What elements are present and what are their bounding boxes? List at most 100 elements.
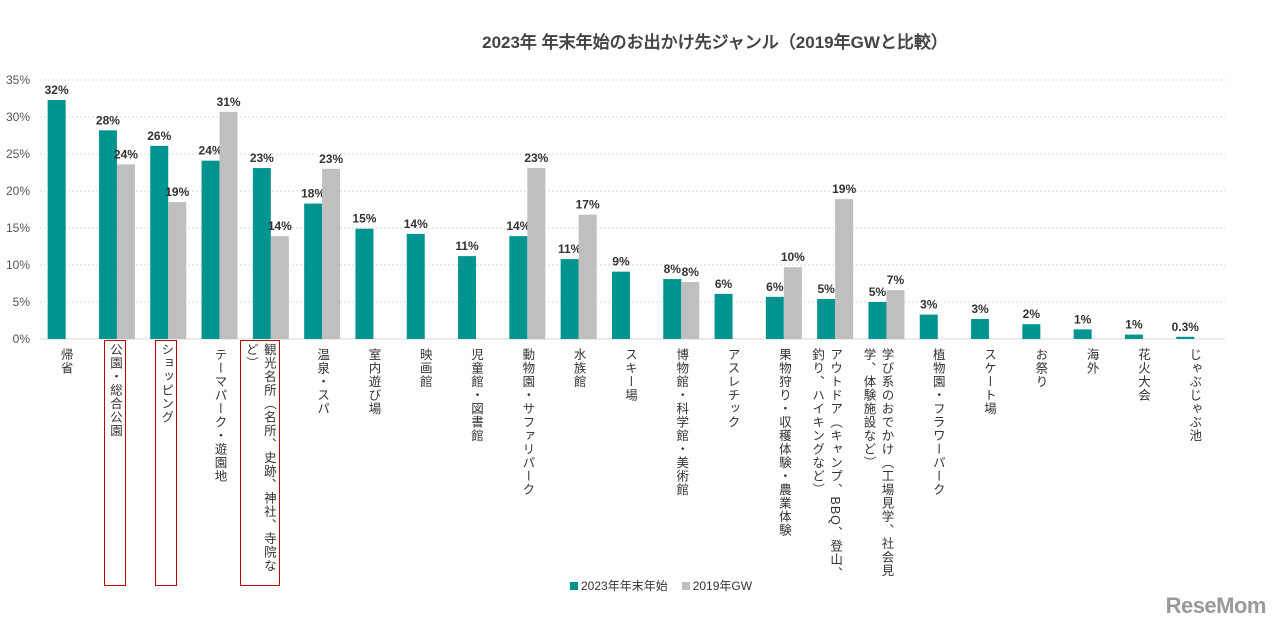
bar (1176, 336, 1195, 339)
data-label: 26% (147, 129, 171, 143)
data-label: 1% (1074, 312, 1092, 326)
data-label: 32% (45, 83, 69, 97)
bar (98, 130, 117, 339)
data-label: 3% (920, 298, 938, 312)
y-tick-label: 5% (13, 295, 31, 309)
category-label: 博物館・科学館・美術館 (674, 348, 689, 497)
data-label: 28% (96, 113, 120, 127)
data-label: 17% (576, 198, 600, 212)
data-label: 24% (199, 144, 223, 158)
category-label: アウトドア（キャンプ、BBQ、登山、釣り、ハイキングなど） (810, 348, 843, 580)
category-label: 海外 (1084, 348, 1099, 375)
bar (1073, 329, 1092, 339)
category-label: テーマパーク・遊園地 (212, 348, 227, 483)
category-label: 帰省 (58, 348, 73, 375)
legend-swatch (681, 582, 690, 590)
y-tick-label: 0% (13, 332, 31, 346)
bar (835, 199, 854, 339)
y-tick-label: 10% (6, 258, 30, 272)
bar (219, 111, 238, 339)
data-label: 14% (506, 219, 530, 233)
category-label: 公園・総合公園 (103, 340, 126, 586)
bar (714, 293, 733, 339)
category-label: ショッピング (155, 340, 178, 586)
data-label: 23% (250, 151, 274, 165)
bar (201, 160, 220, 339)
resemom-logo: ReseMom (1165, 593, 1267, 618)
y-tick-label: 30% (6, 110, 30, 124)
data-label: 3% (971, 302, 989, 316)
bar (116, 164, 135, 339)
bar (765, 296, 784, 339)
bar (458, 256, 477, 339)
bar (971, 319, 990, 339)
bar (304, 203, 323, 339)
legend-swatch (570, 582, 578, 590)
category-label: 映画館 (417, 348, 432, 389)
bar (47, 99, 66, 339)
category-label: 植物園・フラワーパーク (930, 348, 945, 497)
data-label: 14% (268, 219, 292, 233)
y-tick-label: 15% (6, 221, 30, 235)
category-label: 花火大会 (1135, 348, 1150, 402)
legend-label: 2019年GW (692, 579, 753, 593)
category-label: スキー場 (622, 348, 637, 402)
bar (355, 228, 374, 339)
legend: 2023年年末年始 2019年GW (570, 577, 752, 594)
bar (681, 282, 700, 339)
data-label: 24% (114, 147, 138, 161)
category-label: 児童館・図書館 (469, 348, 484, 443)
legend-item-2023: 2023年年末年始 (570, 577, 668, 594)
data-label: 5% (817, 282, 835, 296)
category-label: じゃぶじゃぶ池 (1187, 348, 1202, 443)
data-label: 8% (682, 265, 700, 279)
category-label: 学び系のおでかけ（工場見学、社会見学、体験施設など） (861, 348, 894, 578)
data-label: 6% (715, 277, 733, 291)
bar (919, 314, 938, 339)
category-label: アスレチック (725, 348, 740, 429)
data-label: 5% (869, 285, 887, 299)
legend-label: 2023年年末年始 (581, 579, 668, 593)
category-label: スケート場 (982, 348, 997, 416)
data-label: 19% (832, 182, 856, 196)
data-label: 0.3% (1172, 320, 1200, 334)
data-label: 18% (301, 187, 325, 201)
data-label: 6% (766, 280, 784, 294)
bar (611, 271, 630, 339)
data-label: 11% (558, 242, 582, 256)
data-label: 7% (887, 273, 905, 287)
bar (322, 168, 341, 339)
bar (886, 290, 905, 339)
data-label: 1% (1125, 318, 1143, 332)
category-label: 果物狩り・収穫体験・農業体験 (776, 348, 791, 537)
bar (817, 299, 836, 339)
data-label: 23% (524, 151, 548, 165)
data-label: 10% (781, 250, 805, 264)
bar (150, 145, 169, 339)
y-tick-label: 35% (6, 73, 30, 87)
data-label: 31% (217, 95, 241, 109)
data-label: 8% (664, 262, 682, 276)
data-label: 9% (612, 255, 630, 269)
bar (252, 168, 271, 339)
category-label: 水族館 (571, 348, 586, 389)
bar (406, 233, 425, 339)
data-label: 19% (165, 185, 189, 199)
bar (1124, 334, 1143, 339)
bar (560, 259, 579, 339)
bar (270, 236, 289, 339)
legend-item-2019: 2019年GW (681, 577, 753, 594)
bar (578, 214, 597, 339)
bar (1022, 324, 1041, 339)
data-label: 23% (319, 152, 343, 166)
category-label: 観光名所（名所、史跡、神社、寺院など） (239, 340, 280, 586)
y-tick-label: 20% (6, 184, 30, 198)
data-label: 11% (455, 239, 479, 253)
bar (509, 236, 528, 339)
y-tick-label: 25% (6, 147, 30, 161)
data-label: 15% (352, 212, 376, 226)
category-label: お祭り (1033, 348, 1048, 389)
category-label: 温泉・スパ (315, 348, 330, 416)
bar (868, 302, 887, 339)
